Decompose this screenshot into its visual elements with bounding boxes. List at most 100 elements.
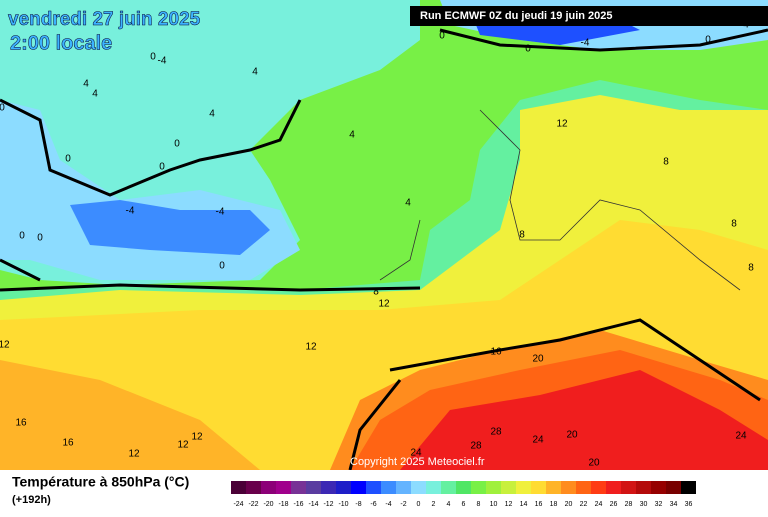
scale-label: 6 <box>462 501 466 508</box>
contour-label: 4 <box>405 198 411 209</box>
scale-label: -22 <box>248 501 258 508</box>
legend-title: Température à 850hPa (°C) <box>12 474 189 490</box>
scale-label: -8 <box>355 501 361 508</box>
contour-label: 8 <box>519 230 525 241</box>
contour-label: 12 <box>556 119 568 130</box>
scale-label: 16 <box>535 501 543 508</box>
contour-label: 0 <box>159 162 165 173</box>
scale-label: 28 <box>625 501 633 508</box>
color-swatch <box>396 481 411 494</box>
color-swatch <box>381 481 396 494</box>
color-swatch <box>336 481 351 494</box>
contour-label: 0 <box>150 52 156 63</box>
scale-label: 22 <box>580 501 588 508</box>
contour-label: 0 <box>525 44 531 55</box>
scale-label: -12 <box>323 501 333 508</box>
contour-label: 0 <box>65 154 71 165</box>
run-info: Run ECMWF 0Z du jeudi 19 juin 2025 <box>420 10 613 22</box>
contour-label: -4 <box>581 38 590 49</box>
contour-label: 4 <box>252 67 258 78</box>
contour-label: 20 <box>588 458 600 469</box>
scale-label: -20 <box>263 501 273 508</box>
contour-label: -4 <box>158 56 167 67</box>
contour-label: 8 <box>373 287 379 298</box>
scale-label: -2 <box>400 501 406 508</box>
map <box>0 0 768 471</box>
color-swatch <box>276 481 291 494</box>
scale-label: 4 <box>447 501 451 508</box>
contour-label: 24 <box>410 448 422 459</box>
scale-label: 30 <box>640 501 648 508</box>
color-scale: -24 -22 -20 -18 -16 -14 -12 -10 -8 -6 -4 -2 0 2 4 6 8 10 1… <box>231 481 696 508</box>
color-swatch <box>321 481 336 494</box>
color-swatch <box>486 481 501 494</box>
scale-label: 26 <box>610 501 618 508</box>
contour-label: 0 <box>174 139 180 150</box>
scale-label: 32 <box>655 501 663 508</box>
scale-label: 8 <box>477 501 481 508</box>
color-swatch <box>561 481 576 494</box>
contour-label: 28 <box>490 427 502 438</box>
contour-label: 0 <box>37 233 43 244</box>
scale-label: 0 <box>417 501 421 508</box>
color-swatch <box>351 481 366 494</box>
color-swatch <box>306 481 321 494</box>
contour-label: 12 <box>305 342 317 353</box>
contour-label: 8 <box>748 263 754 274</box>
contour-label: 12 <box>191 432 203 443</box>
color-swatch <box>606 481 621 494</box>
color-swatch <box>666 481 681 494</box>
scale-label: 24 <box>595 501 603 508</box>
contour-label: 12 <box>128 449 140 460</box>
contour-label: 20 <box>532 354 544 365</box>
contour-label: -4 <box>126 206 135 217</box>
scale-label: 10 <box>490 501 498 508</box>
color-swatch <box>456 481 471 494</box>
scale-label: -6 <box>370 501 376 508</box>
color-swatch <box>261 481 276 494</box>
scale-label: -14 <box>308 501 318 508</box>
color-swatch <box>681 481 696 494</box>
color-swatch <box>591 481 606 494</box>
contour-label: 4 <box>349 130 355 141</box>
color-swatch <box>441 481 456 494</box>
local-time: 2:00 locale <box>10 32 112 54</box>
scale-label: -24 <box>233 501 243 508</box>
scale-label: 34 <box>670 501 678 508</box>
contour-label: 12 <box>378 299 390 310</box>
color-swatch <box>501 481 516 494</box>
scale-label: 12 <box>505 501 513 508</box>
contour-label: 4 <box>743 20 749 31</box>
contour-label: -4 <box>216 207 225 218</box>
date-title: vendredi 27 juin 2025 <box>8 9 201 30</box>
contour-label: 20 <box>566 430 578 441</box>
contour-label: 8 <box>731 219 737 230</box>
color-swatch <box>366 481 381 494</box>
color-swatch <box>636 481 651 494</box>
contour-label: 4 <box>209 109 215 120</box>
contour-label: 12 <box>177 440 189 451</box>
contour-label: 12 <box>0 340 10 351</box>
scale-label: 18 <box>550 501 558 508</box>
color-swatch <box>246 481 261 494</box>
color-swatch <box>426 481 441 494</box>
scale-label: -10 <box>338 501 348 508</box>
contour-label: 16 <box>62 438 74 449</box>
run-banner <box>410 6 768 26</box>
color-swatch <box>291 481 306 494</box>
color-swatch <box>576 481 591 494</box>
contour-label: 8 <box>663 157 669 168</box>
color-swatch <box>231 481 246 494</box>
lead-time: (+192h) <box>12 494 51 506</box>
contour-label: 0 <box>705 35 711 46</box>
contour-label: 16 <box>490 347 502 358</box>
scale-label: 36 <box>685 501 693 508</box>
scale-label: -4 <box>385 501 391 508</box>
copyright: Copyright 2025 Meteociel.fr <box>350 456 485 468</box>
contour-label: 28 <box>470 441 482 452</box>
scale-label: -16 <box>293 501 303 508</box>
contour-label: 0 <box>0 103 5 114</box>
